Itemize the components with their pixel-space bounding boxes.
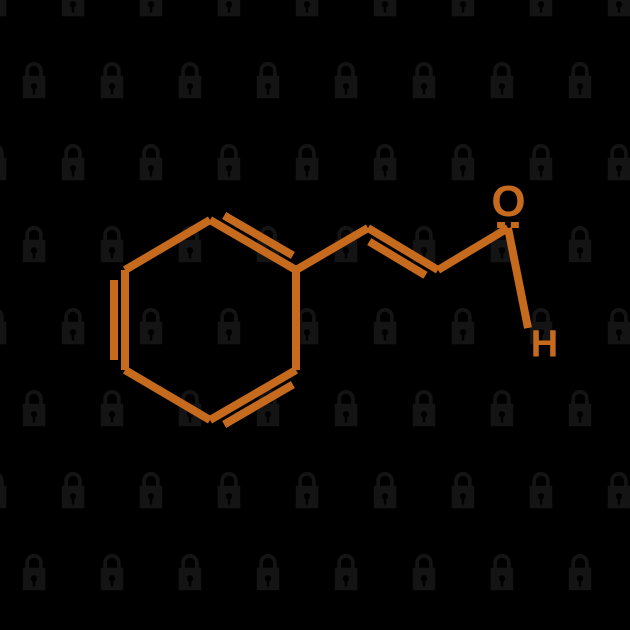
atom-label-oxygen: O	[491, 177, 524, 227]
diagram-canvas: O H	[0, 0, 630, 630]
atom-label-hydrogen: H	[531, 324, 557, 367]
molecule-structure	[0, 0, 630, 630]
